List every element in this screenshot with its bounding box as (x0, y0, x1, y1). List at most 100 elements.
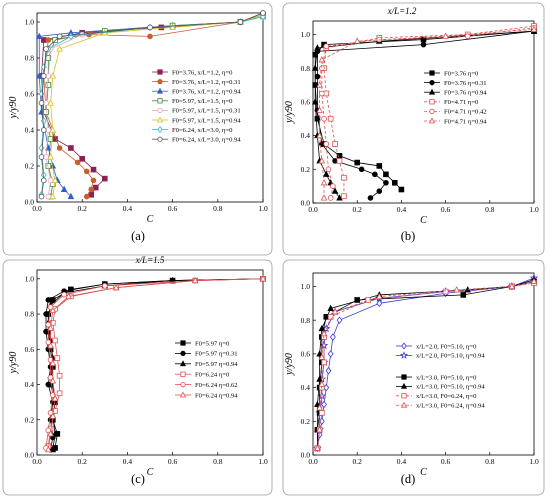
data-point (40, 73, 47, 79)
legend-marker (429, 80, 435, 86)
data-point (331, 308, 339, 315)
data-point (318, 157, 326, 164)
data-point (169, 23, 176, 30)
y-tick-label: 0.2 (25, 415, 35, 424)
x-tick-label: 0.2 (353, 205, 363, 214)
plot-area (312, 272, 535, 456)
data-point (327, 350, 334, 358)
data-point (49, 445, 57, 453)
data-point (60, 185, 68, 192)
data-point (327, 314, 334, 320)
y-tick-label: 0.4 (25, 126, 35, 135)
data-point (327, 304, 334, 311)
data-point (51, 430, 59, 437)
data-point (56, 372, 63, 379)
data-point (45, 37, 52, 43)
data-point (74, 159, 81, 166)
data-point (35, 32, 43, 39)
data-point (83, 168, 90, 175)
x-tick-label: 0.2 (78, 204, 88, 213)
x-tick-label: 1.0 (258, 204, 268, 213)
legend-label: F0=3.76 η=0 (444, 70, 479, 77)
series-6 (316, 25, 538, 201)
legend-marker (157, 69, 163, 75)
data-point (336, 158, 343, 164)
legend-marker (156, 87, 164, 94)
y-axis-label: y/y90 (284, 353, 295, 376)
data-point (398, 186, 405, 193)
x-axis-label: C (147, 214, 154, 225)
data-point (318, 56, 326, 63)
data-point (314, 444, 321, 451)
data-point (52, 37, 58, 43)
x-tick-label: 0.6 (441, 457, 451, 466)
x-tick-label: 0.0 (32, 457, 42, 466)
data-point (316, 81, 323, 88)
data-point (43, 46, 49, 52)
data-point (376, 188, 383, 195)
data-point (316, 350, 323, 357)
data-point (420, 41, 427, 48)
data-point (40, 127, 47, 133)
chart-panel-2: 0.0 0.2 0.4 0.6 0.8 1.0 0.0 0.2 0.4 0.6 0.8 1.0 Cy/y… (284, 6, 539, 226)
x-axis-label: C (147, 467, 154, 478)
data-point (330, 183, 336, 189)
data-point (49, 412, 57, 419)
data-point (40, 177, 47, 184)
data-point (320, 329, 328, 337)
data-point (442, 32, 449, 39)
data-point (47, 357, 54, 363)
x-tick-label: 0.2 (353, 457, 363, 466)
panel-frame (282, 2, 545, 256)
legend-label: F0=6.24 η=0.62 (195, 382, 238, 389)
data-point (383, 171, 389, 178)
panel-frame (2, 259, 273, 496)
data-point (260, 12, 266, 21)
legend-label: F0=3.76, x/L=1.2, η=0.31 (172, 79, 241, 86)
y-tick-label: 0.6 (301, 97, 311, 106)
data-point (341, 174, 347, 181)
data-point (530, 25, 538, 32)
data-point (38, 154, 45, 160)
legend-label: F0=6.24, x/L=3.0, η=0.94 (172, 137, 241, 144)
data-point (92, 184, 99, 191)
x-tick-label: 0.6 (168, 204, 178, 213)
data-point (47, 153, 54, 160)
legend-label: F0=4.71 η=0.94 (444, 118, 487, 125)
data-point (353, 37, 361, 44)
data-point (323, 43, 330, 50)
data-point (83, 193, 90, 200)
data-point (391, 179, 398, 186)
x-tick-label: 0.0 (308, 457, 318, 466)
legend-marker (157, 107, 163, 114)
data-point (311, 64, 319, 71)
data-point (50, 392, 56, 398)
data-point (331, 187, 339, 194)
data-point (367, 195, 374, 201)
x-tick-label: 0.4 (397, 457, 407, 466)
data-point (375, 292, 383, 300)
legend-marker (428, 117, 436, 124)
x-tick-label: 0.8 (213, 457, 223, 466)
y-tick-label: 1.0 (301, 282, 311, 291)
y-tick-label: 0.6 (301, 349, 311, 358)
data-point (530, 277, 538, 284)
x-tick-label: 0.4 (397, 205, 407, 214)
legend-label: F0=3.76, x/L=1.2, η=0 (172, 69, 233, 76)
data-point (318, 380, 326, 387)
legend-marker (157, 79, 163, 85)
data-point (90, 177, 97, 184)
legend-label: F0=6.24, x/L=3.0, η=0 (172, 127, 233, 134)
y-axis-label: y/y90 (8, 97, 19, 120)
panel-label: (c) (131, 472, 145, 486)
legend-label: x/L=2.0, F0=5.10, η=0.94 (416, 353, 485, 360)
data-point (508, 282, 516, 290)
legend-label: x/L=3.0, F0=6.24, η=0 (416, 393, 477, 400)
y-tick-label: 0.6 (25, 345, 35, 354)
data-point (354, 159, 360, 166)
data-point (56, 33, 63, 40)
data-point (318, 353, 326, 360)
series-6 (314, 277, 538, 451)
data-point (47, 304, 54, 310)
data-point (259, 275, 267, 282)
